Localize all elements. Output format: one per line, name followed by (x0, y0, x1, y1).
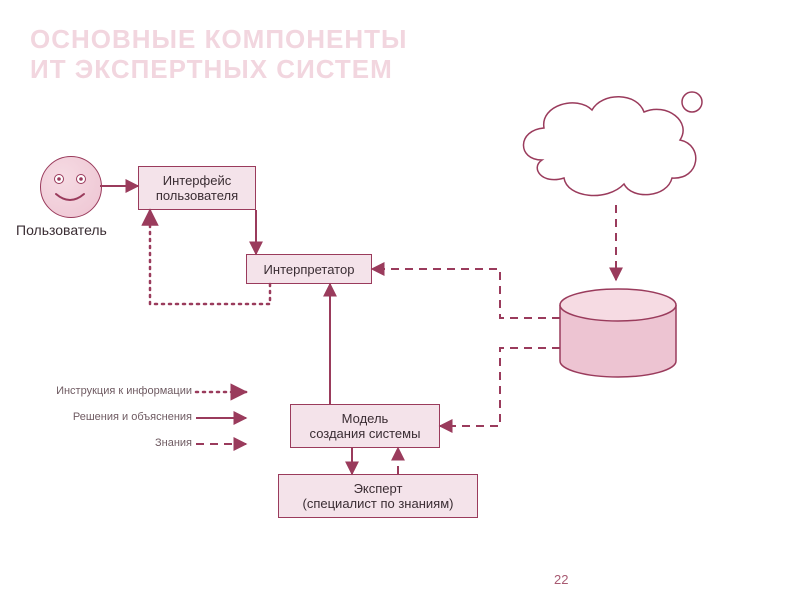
user-label: Пользователь (16, 222, 107, 238)
expert-node: Эксперт (специалист по знаниям) (278, 474, 478, 518)
model-base-label: База моделей (568, 325, 668, 357)
user-smiley-icon (40, 156, 102, 218)
subject-area-label: Предметная область (552, 132, 672, 164)
legend-knowledge-label: Знания (22, 437, 192, 449)
title-line1: ОСНОВНЫЕ КОМПОНЕНТЫ (30, 24, 407, 55)
legend-instruction-label: Инструкция к информации (22, 385, 192, 397)
interpreter-node: Интерпретатор (246, 254, 372, 284)
model-creation-node: Модель создания системы (290, 404, 440, 448)
legend-solutions-label: Решения и объяснения (22, 411, 192, 423)
title-line2: ИТ ЭКСПЕРТНЫХ СИСТЕМ (30, 54, 393, 85)
page-number: 22 (554, 572, 568, 587)
user-interface-node: Интерфейс пользователя (138, 166, 256, 210)
